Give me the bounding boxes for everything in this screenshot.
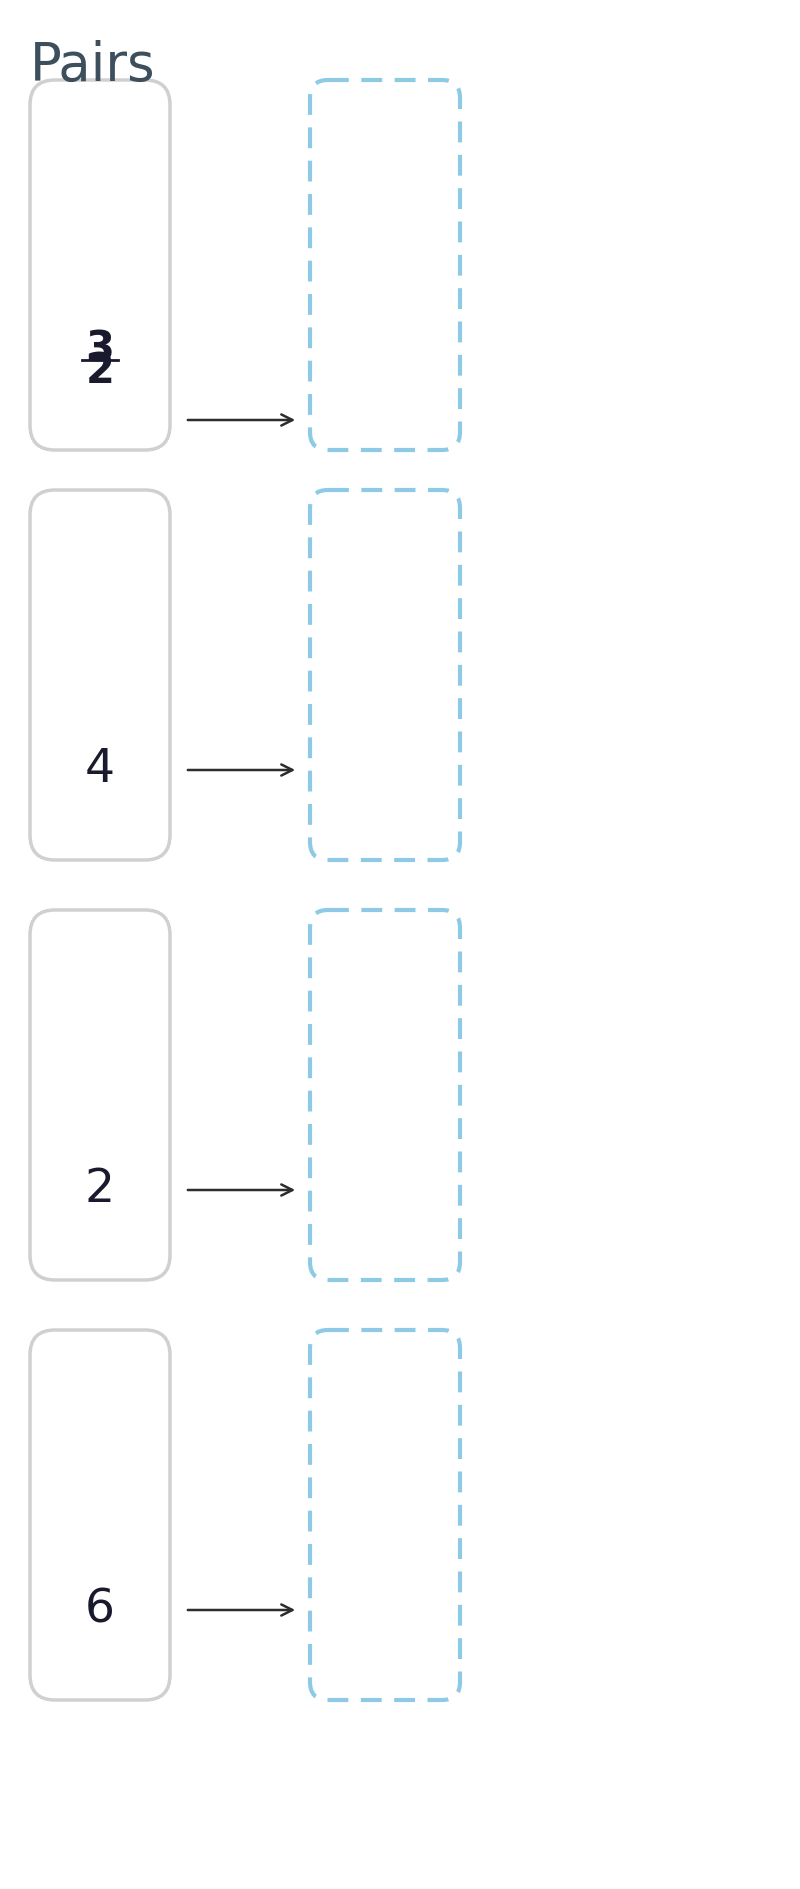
- FancyBboxPatch shape: [30, 489, 170, 859]
- FancyBboxPatch shape: [30, 910, 170, 1281]
- FancyBboxPatch shape: [310, 489, 460, 859]
- Text: 6: 6: [85, 1587, 115, 1632]
- Text: 2: 2: [86, 349, 114, 393]
- Text: 3: 3: [86, 329, 114, 370]
- FancyBboxPatch shape: [310, 79, 460, 450]
- Text: 2: 2: [85, 1167, 115, 1213]
- Text: Pairs: Pairs: [30, 40, 156, 93]
- FancyBboxPatch shape: [30, 79, 170, 450]
- FancyBboxPatch shape: [310, 910, 460, 1281]
- Text: 4: 4: [85, 748, 115, 793]
- FancyBboxPatch shape: [310, 1330, 460, 1700]
- FancyBboxPatch shape: [30, 1330, 170, 1700]
